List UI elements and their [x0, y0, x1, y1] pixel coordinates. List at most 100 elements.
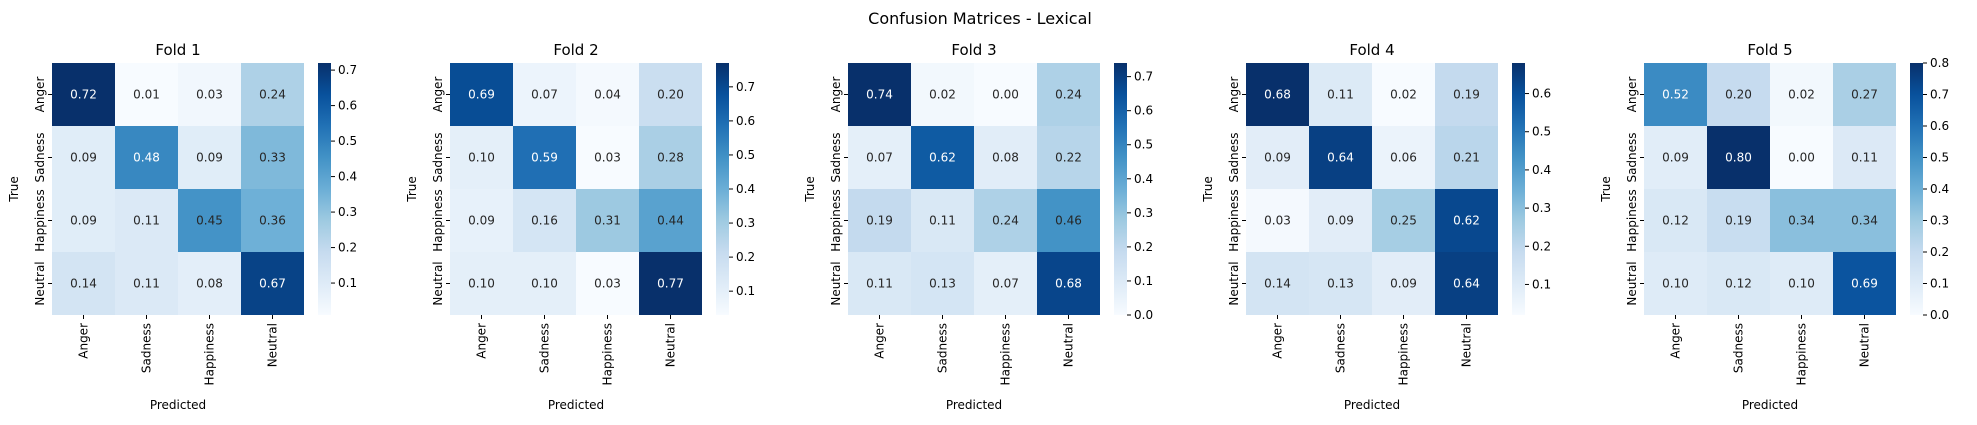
colorbar-tick-label: 0.5: [736, 148, 755, 162]
heatmap-cell: [1770, 126, 1833, 189]
heatmap-cell: [450, 63, 513, 126]
heatmap-cell: [911, 63, 974, 126]
y-tick-label: Happiness: [1227, 189, 1241, 251]
y-tick-label: Neutral: [829, 261, 843, 305]
cell-value-label: 0.13: [929, 277, 956, 291]
cell-value-label: 0.28: [657, 151, 684, 165]
cell-value-label: 0.11: [133, 214, 160, 228]
cell-value-label: 0.62: [929, 151, 956, 165]
confusion-matrix-fold-1: Fold 1 0.72 0.01 0.03 0.24 0.09 0.48 0.09 0.33 0.…: [7, 41, 357, 412]
colorbar-tick-label: 0.7: [338, 63, 357, 77]
heatmap-cell: [1707, 126, 1770, 189]
cell-value-label: 0.33: [259, 151, 286, 165]
cell-value-label: 0.09: [1662, 151, 1689, 165]
cell-value-label: 0.09: [196, 151, 223, 165]
cell-value-label: 0.09: [1264, 151, 1291, 165]
cell-value-label: 0.25: [1390, 214, 1417, 228]
panel-title: Fold 4: [1349, 41, 1394, 59]
heatmap-cell: [1372, 252, 1435, 315]
colorbar-tick-label: 0.1: [1532, 277, 1551, 291]
y-tick-label: Sadness: [33, 132, 47, 182]
cell-value-label: 0.74: [866, 88, 893, 102]
cell-value-label: 0.46: [1055, 214, 1082, 228]
y-axis-label: True: [405, 176, 419, 203]
heatmap-cell: [1707, 189, 1770, 252]
colorbar-tick-label: 0.4: [1532, 163, 1551, 177]
cell-value-label: 0.22: [1055, 151, 1082, 165]
cell-value-label: 0.03: [1264, 214, 1291, 228]
x-axis-label: Predicted: [1344, 398, 1400, 412]
cell-value-label: 0.00: [992, 88, 1019, 102]
heatmap-cell: [848, 126, 911, 189]
heatmap-cell: [178, 252, 241, 315]
y-axis-label: True: [803, 176, 817, 203]
x-tick-label: Sadness: [538, 323, 552, 373]
x-tick-label: Neutral: [1858, 323, 1872, 367]
cell-value-label: 0.27: [1851, 88, 1878, 102]
heatmap-cell: [178, 63, 241, 126]
heatmap-cell: [450, 126, 513, 189]
cell-value-label: 0.69: [468, 88, 495, 102]
heatmap-cell: [911, 189, 974, 252]
heatmap-cell: [1372, 126, 1435, 189]
colorbar-tick-label: 0.5: [1134, 138, 1153, 152]
colorbar-tick-label: 0.3: [736, 216, 755, 230]
heatmap-cell: [513, 63, 576, 126]
heatmap-cell: [1309, 189, 1372, 252]
cell-value-label: 0.62: [1453, 214, 1480, 228]
cell-value-label: 0.14: [1264, 277, 1291, 291]
colorbar-tick-label: 0.4: [736, 182, 755, 196]
y-tick-label: Sadness: [829, 132, 843, 182]
heatmap-cell: [974, 189, 1037, 252]
colorbar-tick-label: 0.7: [1930, 88, 1949, 102]
heatmap-cell: [576, 189, 639, 252]
heatmap-cell: [848, 189, 911, 252]
colorbar-tick-label: 0.6: [1930, 119, 1949, 133]
heatmap-cell: [115, 252, 178, 315]
heatmap-cell: [1372, 63, 1435, 126]
heatmap-cell: [1644, 252, 1707, 315]
y-tick-label: Neutral: [431, 261, 445, 305]
cell-value-label: 0.45: [196, 214, 223, 228]
colorbar-tick-label: 0.5: [1930, 151, 1949, 165]
cell-value-label: 0.59: [531, 151, 558, 165]
heatmap-cell: [513, 189, 576, 252]
colorbar-tick-label: 0.5: [1532, 125, 1551, 139]
cell-value-label: 0.14: [70, 277, 97, 291]
cell-value-label: 0.10: [468, 151, 495, 165]
heatmap-cell: [178, 189, 241, 252]
heatmap-cell: [1309, 63, 1372, 126]
cell-value-label: 0.00: [1788, 151, 1815, 165]
cell-value-label: 0.52: [1662, 88, 1689, 102]
heatmap-cell: [115, 189, 178, 252]
heatmap-cell: [1246, 252, 1309, 315]
colorbar-tick-label: 0.3: [1134, 206, 1153, 220]
y-tick-label: Sadness: [431, 132, 445, 182]
cell-value-label: 0.48: [133, 151, 160, 165]
cell-value-label: 0.09: [468, 214, 495, 228]
cell-value-label: 0.44: [657, 214, 684, 228]
colorbar-tick-label: 0.2: [1134, 240, 1153, 254]
heatmap-cell: [911, 252, 974, 315]
heatmap-cell: [241, 189, 304, 252]
cell-value-label: 0.02: [1390, 88, 1417, 102]
heatmap-cell: [639, 189, 702, 252]
x-tick-label: Anger: [873, 323, 887, 359]
x-tick-label: Sadness: [140, 323, 154, 373]
y-tick-label: Happiness: [33, 189, 47, 251]
colorbar-tick-label: 0.7: [1134, 70, 1153, 84]
cell-value-label: 0.12: [1662, 214, 1689, 228]
cell-value-label: 0.36: [259, 214, 286, 228]
colorbar: [1512, 63, 1525, 315]
colorbar-tick-label: 0.0: [1930, 308, 1949, 322]
colorbar: [1910, 63, 1923, 315]
heatmap-cell: [1435, 126, 1498, 189]
x-axis-label: Predicted: [548, 398, 604, 412]
cell-value-label: 0.13: [1327, 277, 1354, 291]
panel-title: Fold 2: [553, 41, 598, 59]
cell-value-label: 0.11: [866, 277, 893, 291]
cell-value-label: 0.20: [657, 88, 684, 102]
y-tick-label: Happiness: [1625, 189, 1639, 251]
heatmap-cell: [450, 252, 513, 315]
